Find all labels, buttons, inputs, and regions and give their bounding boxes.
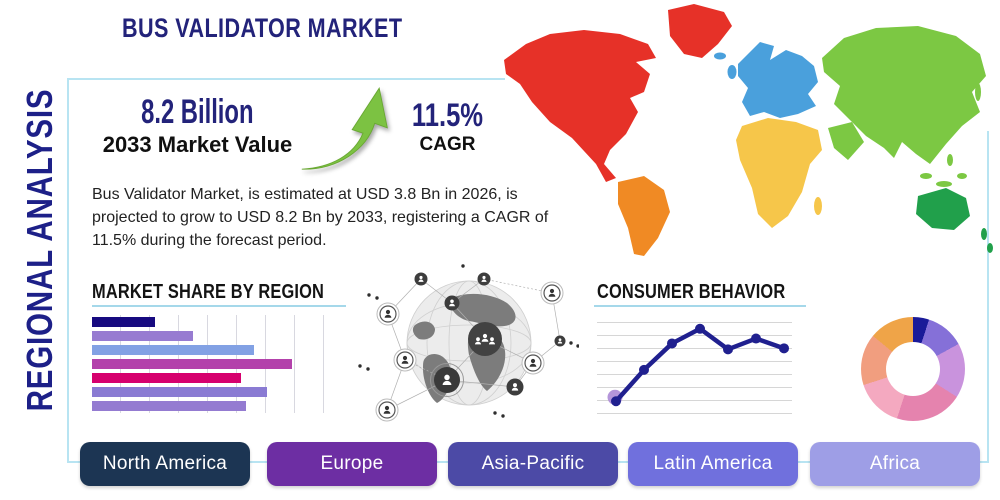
content-box-border-left [67, 78, 69, 463]
line-chart-svg [607, 323, 789, 407]
map-asia [822, 26, 986, 164]
consumer-behavior-line-chart [597, 310, 792, 422]
bar-chart-bars [92, 317, 345, 411]
map-australia [916, 188, 970, 230]
bar-4 [92, 359, 292, 369]
region-button-asia-pacific[interactable]: Asia-Pacific [448, 442, 618, 486]
growth-arrow-icon [301, 87, 388, 170]
bar-3 [92, 345, 254, 355]
cagr-stat: 11.5% CAGR [395, 97, 500, 156]
bar-1 [92, 317, 156, 327]
bar-7 [92, 401, 247, 411]
map-japan [975, 83, 981, 101]
consumer-behavior-heading: CONSUMER BEHAVIOR [597, 281, 786, 303]
globe-network-illustration [358, 264, 579, 422]
world-map-illustration [504, 4, 993, 256]
map-north-america [504, 30, 656, 182]
region-button-africa[interactable]: Africa [810, 442, 980, 486]
map-africa [736, 118, 822, 228]
market-value-stat: 8.2 Billion 2033 Market Value [85, 93, 310, 158]
map-arabia [828, 122, 864, 160]
network-ring-nodes [375, 281, 564, 422]
bar-5 [92, 373, 242, 383]
bar-2 [92, 331, 194, 341]
map-madagascar [814, 197, 822, 215]
map-greenland [668, 4, 732, 58]
market-share-underline [92, 305, 346, 307]
market-value-label: 2033 Market Value [102, 132, 293, 158]
bar-6 [92, 387, 267, 397]
map-new-zealand-2 [987, 243, 993, 253]
region-button-latin-america[interactable]: Latin America [628, 442, 798, 486]
market-share-bar-chart [92, 315, 345, 415]
market-description: Bus Validator Market, is estimated at US… [92, 186, 549, 250]
market-value-number: 8.2 Billion [141, 93, 254, 131]
market-share-heading: MARKET SHARE BY REGION [92, 281, 325, 303]
map-south-america [618, 176, 670, 256]
page-title: BUS VALIDATOR MARKET [121, 13, 403, 43]
map-indonesia-1 [920, 173, 932, 179]
regional-donut-chart [861, 317, 965, 421]
region-button-europe[interactable]: Europe [267, 442, 437, 486]
consumer-behavior-underline [594, 305, 806, 307]
map-iceland [714, 52, 726, 60]
cagr-number: 11.5% [411, 97, 484, 133]
map-new-zealand-1 [981, 228, 987, 240]
map-indonesia-2 [936, 181, 952, 187]
region-button-north-america[interactable]: North America [80, 442, 250, 486]
network-dark-nodes [414, 272, 566, 397]
content-box-border-right [987, 131, 989, 463]
cagr-label: CAGR [419, 134, 476, 156]
map-uk [727, 65, 737, 79]
content-box-border-top [67, 78, 505, 80]
side-label-regional-analysis: REGIONAL ANALYSIS [19, 88, 60, 412]
network-dots [358, 264, 579, 418]
network-hub-node [468, 322, 502, 356]
map-philippines [947, 154, 953, 166]
map-indonesia-3 [957, 173, 967, 179]
map-europe [738, 42, 818, 118]
